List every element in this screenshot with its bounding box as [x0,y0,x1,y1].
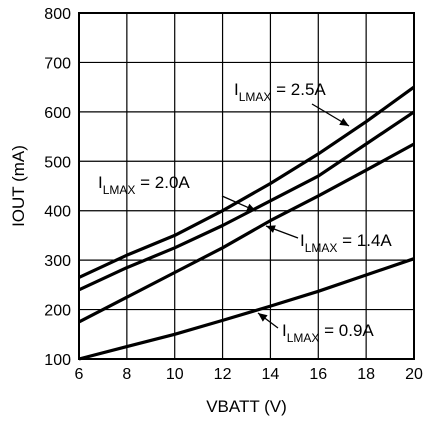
series-line-ilmax-2-0a [78,110,415,292]
x-axis-label: VBATT (V) [206,397,287,416]
series-label-main: I [300,231,305,250]
x-tick-label: 18 [357,366,375,383]
series-label-subscript: LMAX [103,183,136,197]
series-label-ilmax-1-4a: ILMAX = 1.4A [300,231,392,255]
series-label-value: = 2.5A [271,80,326,99]
x-tick-label: 20 [405,366,423,383]
series-label-subscript: LMAX [239,90,272,104]
series-lines [78,85,415,361]
series-line-ilmax-1-4a [78,142,415,324]
series-line-ilmax-0-9a [78,257,415,361]
y-tick-label: 200 [44,303,71,320]
series-label-main: I [282,321,287,340]
y-tick-label: 100 [44,352,71,369]
annotation-arrowhead [339,117,349,126]
x-tick-label: 16 [309,366,327,383]
grid [78,12,415,360]
series-label-subscript: LMAX [305,241,338,255]
x-tick-label: 12 [214,366,232,383]
x-tick-label: 10 [166,366,184,383]
y-tick-label: 400 [44,204,71,221]
x-tick-label: 8 [122,366,131,383]
series-label-main: I [98,173,103,192]
annotation-leaders [221,103,350,329]
y-tick-label: 800 [44,6,71,23]
series-label-ilmax-0-9a: ILMAX = 0.9A [282,321,374,345]
series-label-main: I [234,80,239,99]
x-tick-label: 6 [75,366,84,383]
y-tick-label: 300 [44,253,71,270]
tick-labels: 6 8 10 12 14 16 18 20 100 200 300 400 500 600 700 800 [44,6,423,383]
annotation-arrowhead [258,313,268,322]
series-label-value: = 1.4A [337,231,392,250]
y-tick-label: 700 [44,55,71,72]
plot-frame [78,12,415,360]
x-tick-label: 14 [262,366,280,383]
series-label-ilmax-2-0a: ILMAX = 2.0A [98,173,190,197]
y-axis-label: IOUT (mA) [9,145,28,227]
series-label-value: = 2.0A [135,173,190,192]
series-label-value: = 0.9A [319,321,374,340]
annotation-arrowhead [246,203,256,212]
y-tick-label: 600 [44,105,71,122]
annotation-arrowhead [266,225,276,233]
series-line-ilmax-2-5a [78,85,415,279]
series-label-subscript: LMAX [287,331,320,345]
series-label-ilmax-2-5a: ILMAX = 2.5A [234,80,326,104]
y-tick-label: 500 [44,154,71,171]
